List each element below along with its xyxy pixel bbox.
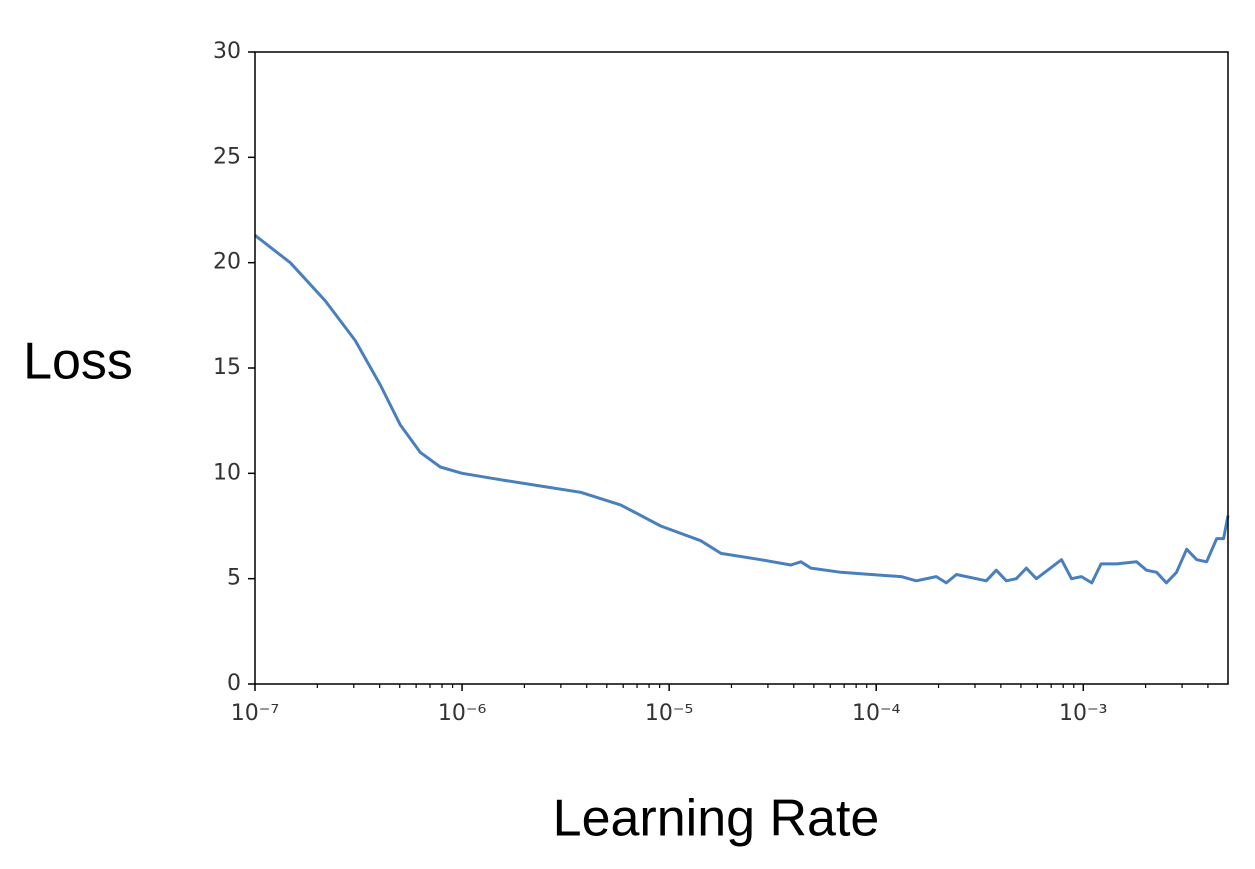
y-tick-label: 25 xyxy=(213,144,241,169)
x-tick-label: 10⁻⁶ xyxy=(438,701,487,726)
y-axis-label: Loss xyxy=(23,333,133,391)
x-tick-label: 10⁻⁴ xyxy=(852,701,901,726)
y-tick-label: 10 xyxy=(213,460,241,485)
x-tick-label: 10⁻⁷ xyxy=(231,701,279,726)
x-tick-label: 10⁻⁵ xyxy=(645,701,693,726)
y-tick-label: 15 xyxy=(213,355,241,380)
x-axis-label: Learning Rate xyxy=(553,790,880,848)
y-tick-label: 30 xyxy=(213,39,241,64)
y-tick-label: 5 xyxy=(227,566,241,591)
plot-frame xyxy=(254,51,1229,685)
x-tick-label: 10⁻³ xyxy=(1059,701,1107,726)
y-tick-label: 20 xyxy=(213,250,241,275)
loss-line xyxy=(254,234,1230,585)
y-tick-label: 0 xyxy=(227,671,241,696)
